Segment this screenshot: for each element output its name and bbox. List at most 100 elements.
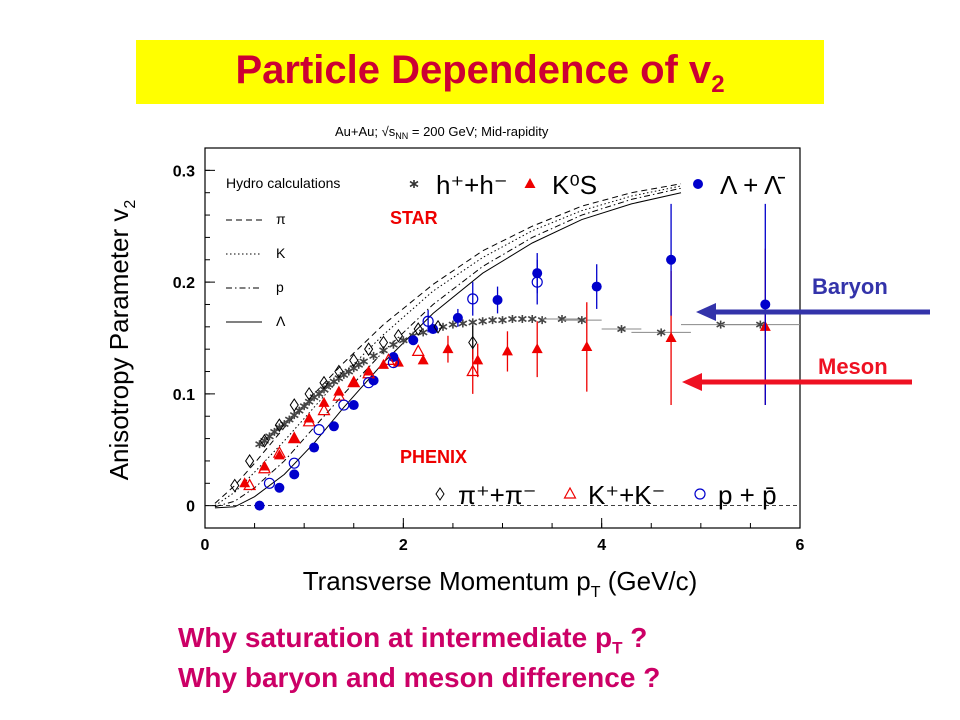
data-point (417, 354, 429, 365)
data-point (369, 351, 378, 360)
phenix-legend-label: K⁺+K⁻ (588, 480, 665, 510)
phenix-label: PHENIX (400, 447, 467, 467)
data-point (581, 340, 593, 351)
star-legend-label: Λ + Λ̄ (720, 170, 785, 200)
data-point (531, 276, 543, 288)
data-point (428, 324, 439, 335)
data-point (304, 386, 314, 401)
y-tick-label: 0.1 (173, 387, 195, 404)
data-point (318, 396, 330, 407)
data-point (328, 421, 339, 432)
data-point (408, 335, 419, 346)
data-point (313, 424, 325, 436)
hydro-legend-label: K (276, 245, 286, 261)
data-point (299, 402, 309, 411)
title-banner: Particle Dependence of v2 (136, 40, 824, 104)
data-point (363, 377, 375, 389)
meson-arrow-head (682, 373, 702, 391)
data-point (314, 389, 324, 398)
data-point (442, 343, 454, 354)
question-baryon-meson: Why baryon and meson difference ? (178, 662, 661, 693)
data-point (230, 478, 240, 493)
x-tick-label: 6 (796, 537, 805, 554)
baryon-label: Baryon (812, 274, 888, 299)
y-tick-label: 0.3 (173, 163, 195, 180)
x-tick-label: 4 (597, 537, 606, 554)
data-point (665, 332, 677, 342)
data-point (349, 353, 359, 368)
data-point (332, 388, 346, 401)
data-point (387, 356, 400, 369)
meson-label: Meson (818, 354, 888, 379)
data-point (288, 457, 300, 469)
question-saturation: Why saturation at intermediate pT ? (178, 622, 648, 658)
data-point (466, 364, 480, 377)
hydro-legend-label: p (276, 279, 284, 295)
data-point (272, 445, 286, 458)
data-point (448, 320, 458, 329)
hydro-legend-title: Hydro calculations (226, 175, 340, 191)
data-point (501, 345, 513, 356)
x-tick-label: 0 (201, 537, 210, 554)
data-point (289, 469, 300, 480)
data-point (472, 354, 484, 365)
phenix-legend-marker (435, 487, 445, 501)
x-tick-label: 2 (399, 537, 408, 554)
plot-frame (204, 147, 801, 529)
star-legend-marker (409, 180, 419, 188)
data-point (263, 477, 276, 489)
data-point (666, 254, 677, 265)
data-point (317, 403, 331, 416)
phenix-legend-marker (563, 486, 577, 499)
data-point (492, 295, 503, 305)
data-point (389, 340, 398, 349)
y-tick-label: 0.2 (173, 275, 195, 292)
phenix-legend-marker (694, 488, 706, 500)
data-point (302, 414, 316, 427)
data-point (243, 478, 257, 491)
data-point (239, 477, 251, 488)
chart-subtitle: Au+Au; √sNN = 200 GeV; Mid-rapidity (335, 124, 549, 141)
data-point (411, 344, 425, 357)
x-axis-label: Transverse Momentum pT (GeV/c) (303, 566, 698, 601)
data-point (760, 299, 771, 310)
data-point (452, 312, 463, 323)
data-point (364, 342, 374, 357)
data-point (498, 316, 507, 325)
data-point (309, 442, 320, 453)
star-legend-marker (524, 178, 536, 188)
data-point (413, 322, 423, 336)
star-label: STAR (390, 208, 438, 228)
hydro-curve-K (214, 185, 682, 507)
data-point (531, 343, 543, 354)
baryon-arrow-head (696, 303, 716, 321)
data-point (245, 454, 255, 468)
y-tick-label: 0 (186, 499, 195, 516)
star-legend-label: K⁰S (552, 170, 597, 200)
data-point (422, 315, 434, 327)
data-point (254, 500, 265, 511)
page-title: Particle Dependence of v2 (235, 48, 725, 98)
data-point (478, 317, 488, 326)
data-point (294, 406, 304, 415)
data-point (577, 316, 587, 325)
data-point (508, 315, 517, 323)
data-point (348, 376, 360, 387)
data-point (467, 293, 479, 305)
data-point (359, 357, 369, 366)
data-point (527, 315, 537, 323)
data-point (433, 319, 443, 334)
hydro-legend-label: Λ (276, 313, 286, 329)
data-point (488, 316, 497, 325)
data-point (289, 411, 299, 420)
data-point (468, 318, 478, 327)
data-point (438, 322, 448, 331)
data-point (288, 432, 300, 443)
data-point (334, 364, 344, 379)
data-point (393, 328, 403, 343)
phenix-legend-label: p + p̄ (718, 480, 777, 510)
data-point (468, 335, 478, 350)
hydro-legend-label: π (276, 211, 286, 227)
data-point (287, 431, 301, 444)
